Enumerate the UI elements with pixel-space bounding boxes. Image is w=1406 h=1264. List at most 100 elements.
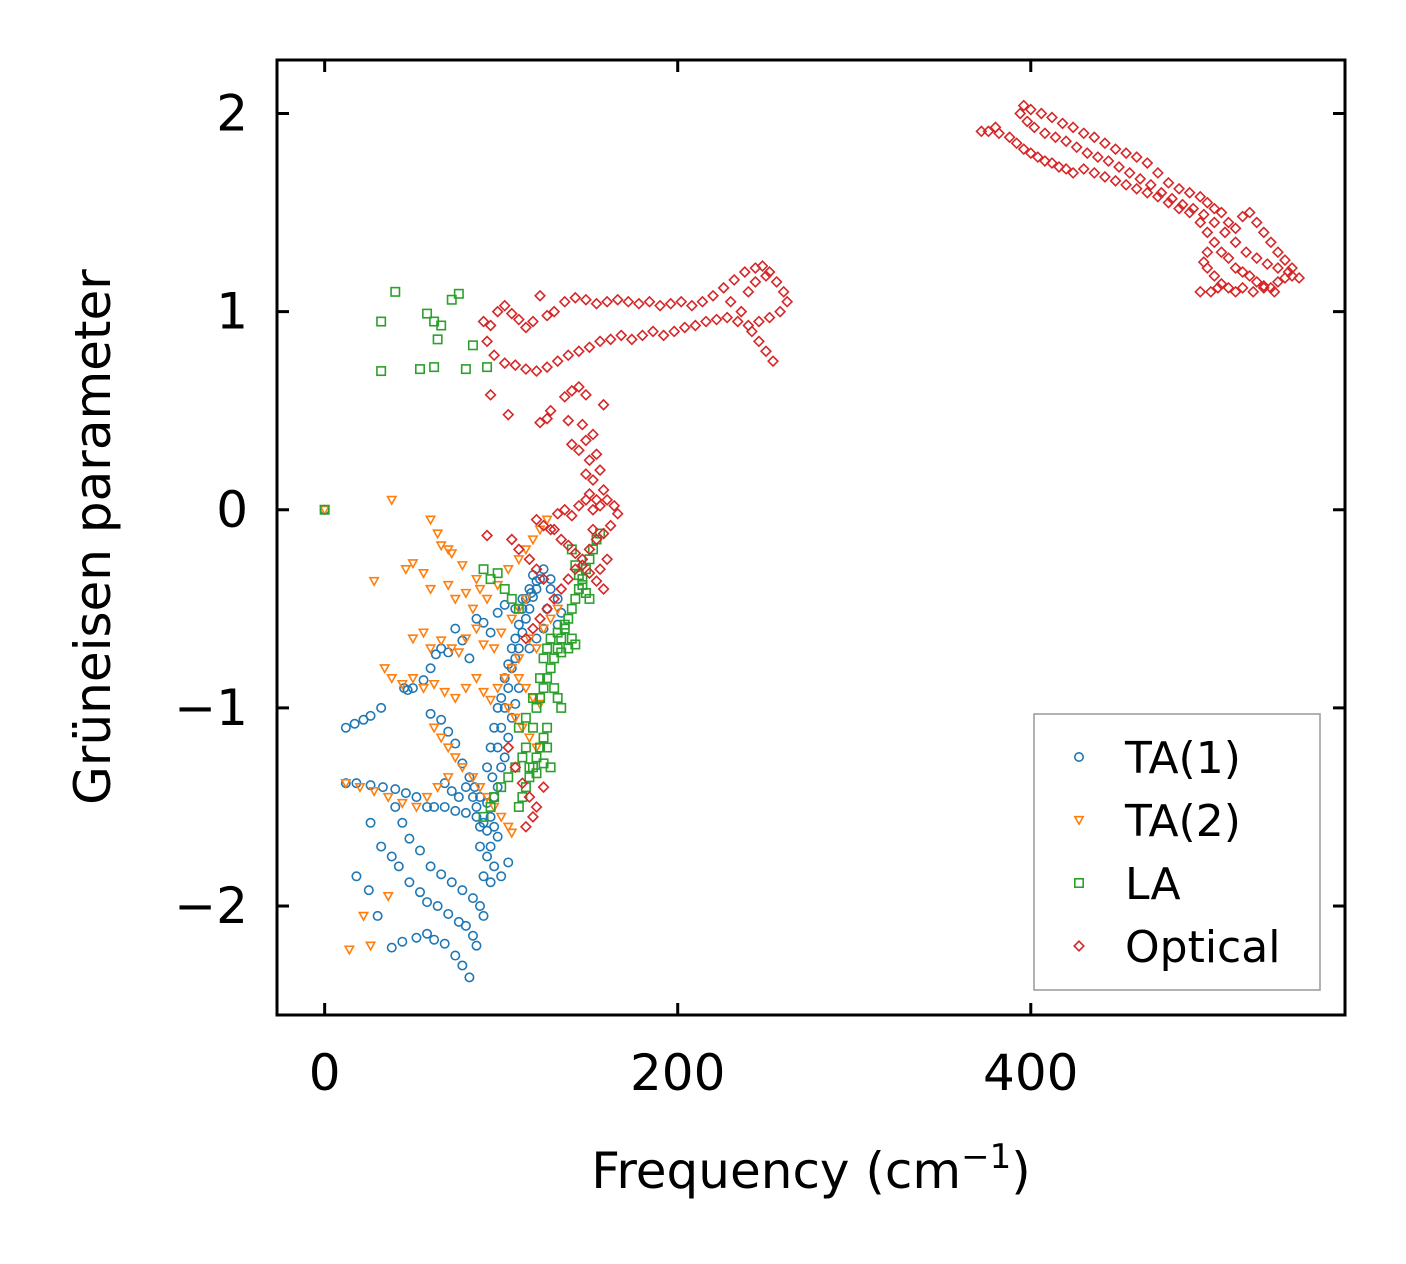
point-optical xyxy=(1229,285,1242,298)
point-optical xyxy=(724,295,737,308)
point-ta-2 xyxy=(506,614,518,625)
point-optical xyxy=(685,299,698,312)
plot-frame xyxy=(275,58,1347,1017)
point-optical xyxy=(558,503,571,516)
point-ta-2 xyxy=(421,792,433,803)
point-optical xyxy=(1141,157,1154,169)
point-ta-2 xyxy=(428,679,440,690)
point-la xyxy=(390,286,401,297)
point-ta-1 xyxy=(425,861,436,872)
point-la xyxy=(549,683,560,694)
data-points xyxy=(319,99,1306,983)
point-ta-2 xyxy=(527,535,539,546)
point-optical xyxy=(579,434,592,447)
point-optical xyxy=(1141,186,1154,199)
point-optical xyxy=(1144,178,1157,191)
point-optical xyxy=(1257,226,1270,239)
point-optical xyxy=(1201,196,1214,209)
point-la xyxy=(587,544,598,555)
point-ta-1 xyxy=(478,871,489,882)
point-ta-1 xyxy=(464,653,475,664)
point-ta-2 xyxy=(386,674,398,685)
point-ta-1 xyxy=(425,663,436,674)
point-optical xyxy=(1024,103,1037,116)
point-ta-2 xyxy=(460,588,472,599)
point-optical xyxy=(590,448,603,461)
point-optical xyxy=(565,438,578,451)
y-tick-label: 0 xyxy=(216,481,248,539)
point-optical xyxy=(572,380,585,393)
point-ta-1 xyxy=(439,801,450,812)
point-ta-1 xyxy=(443,908,454,919)
point-la xyxy=(513,722,524,733)
point-ta-2 xyxy=(396,679,408,690)
point-optical xyxy=(752,315,765,328)
point-optical xyxy=(1194,216,1207,229)
point-ta-2 xyxy=(449,693,461,704)
point-optical xyxy=(519,632,532,645)
point-ta-1 xyxy=(503,683,514,694)
point-optical xyxy=(562,573,575,586)
point-la xyxy=(570,639,581,650)
point-optical xyxy=(1123,166,1136,179)
point-optical xyxy=(1098,170,1111,183)
point-optical xyxy=(1173,202,1186,215)
point-optical xyxy=(1208,202,1221,215)
point-ta-1 xyxy=(499,702,510,713)
point-ta-1 xyxy=(411,932,422,943)
point-optical xyxy=(760,270,772,282)
point-ta-1 xyxy=(349,718,360,729)
point-optical xyxy=(1024,147,1037,160)
point-optical xyxy=(647,325,659,338)
point-optical xyxy=(576,553,589,566)
point-optical xyxy=(548,523,561,536)
point-optical xyxy=(569,563,582,576)
point-optical xyxy=(551,355,564,368)
point-optical xyxy=(583,454,596,467)
point-ta-1 xyxy=(386,942,397,953)
point-optical xyxy=(738,266,751,278)
point-optical xyxy=(1056,117,1069,130)
point-optical xyxy=(534,416,546,429)
point-optical xyxy=(735,305,748,318)
point-optical xyxy=(752,335,765,348)
point-ta-1 xyxy=(446,786,457,797)
point-ta-1 xyxy=(478,617,489,628)
point-ta-1 xyxy=(422,928,433,939)
point-ta-1 xyxy=(457,960,468,971)
point-optical xyxy=(1162,176,1175,189)
point-la xyxy=(436,320,447,331)
point-ta-1 xyxy=(439,938,450,949)
point-optical xyxy=(1250,275,1263,288)
point-optical xyxy=(1077,163,1090,175)
point-ta-1 xyxy=(492,702,503,713)
point-ta-2 xyxy=(446,549,458,560)
point-ta-1 xyxy=(478,910,489,921)
point-optical xyxy=(1197,256,1210,269)
point-optical xyxy=(1250,252,1263,265)
point-ta-2 xyxy=(319,505,331,516)
point-la xyxy=(499,584,510,595)
point-la xyxy=(535,742,546,753)
point-optical xyxy=(1282,266,1295,278)
point-optical xyxy=(770,275,783,288)
point-optical xyxy=(569,547,582,560)
point-ta-2 xyxy=(343,945,355,956)
point-optical xyxy=(1218,226,1231,239)
point-optical xyxy=(1222,281,1235,294)
point-ta-2 xyxy=(354,782,366,793)
point-ta-2 xyxy=(382,891,394,902)
point-optical xyxy=(530,563,543,576)
point-optical xyxy=(1236,266,1249,278)
point-ta-2 xyxy=(368,786,380,797)
point-ta-1 xyxy=(485,877,496,888)
point-optical xyxy=(523,553,536,566)
point-ta-2 xyxy=(442,743,454,754)
point-ta-2 xyxy=(502,565,514,576)
point-optical xyxy=(601,553,614,566)
point-optical xyxy=(749,275,762,288)
point-la xyxy=(520,712,531,723)
point-ta-1 xyxy=(460,807,471,818)
point-la xyxy=(517,752,528,763)
point-optical xyxy=(597,527,610,540)
